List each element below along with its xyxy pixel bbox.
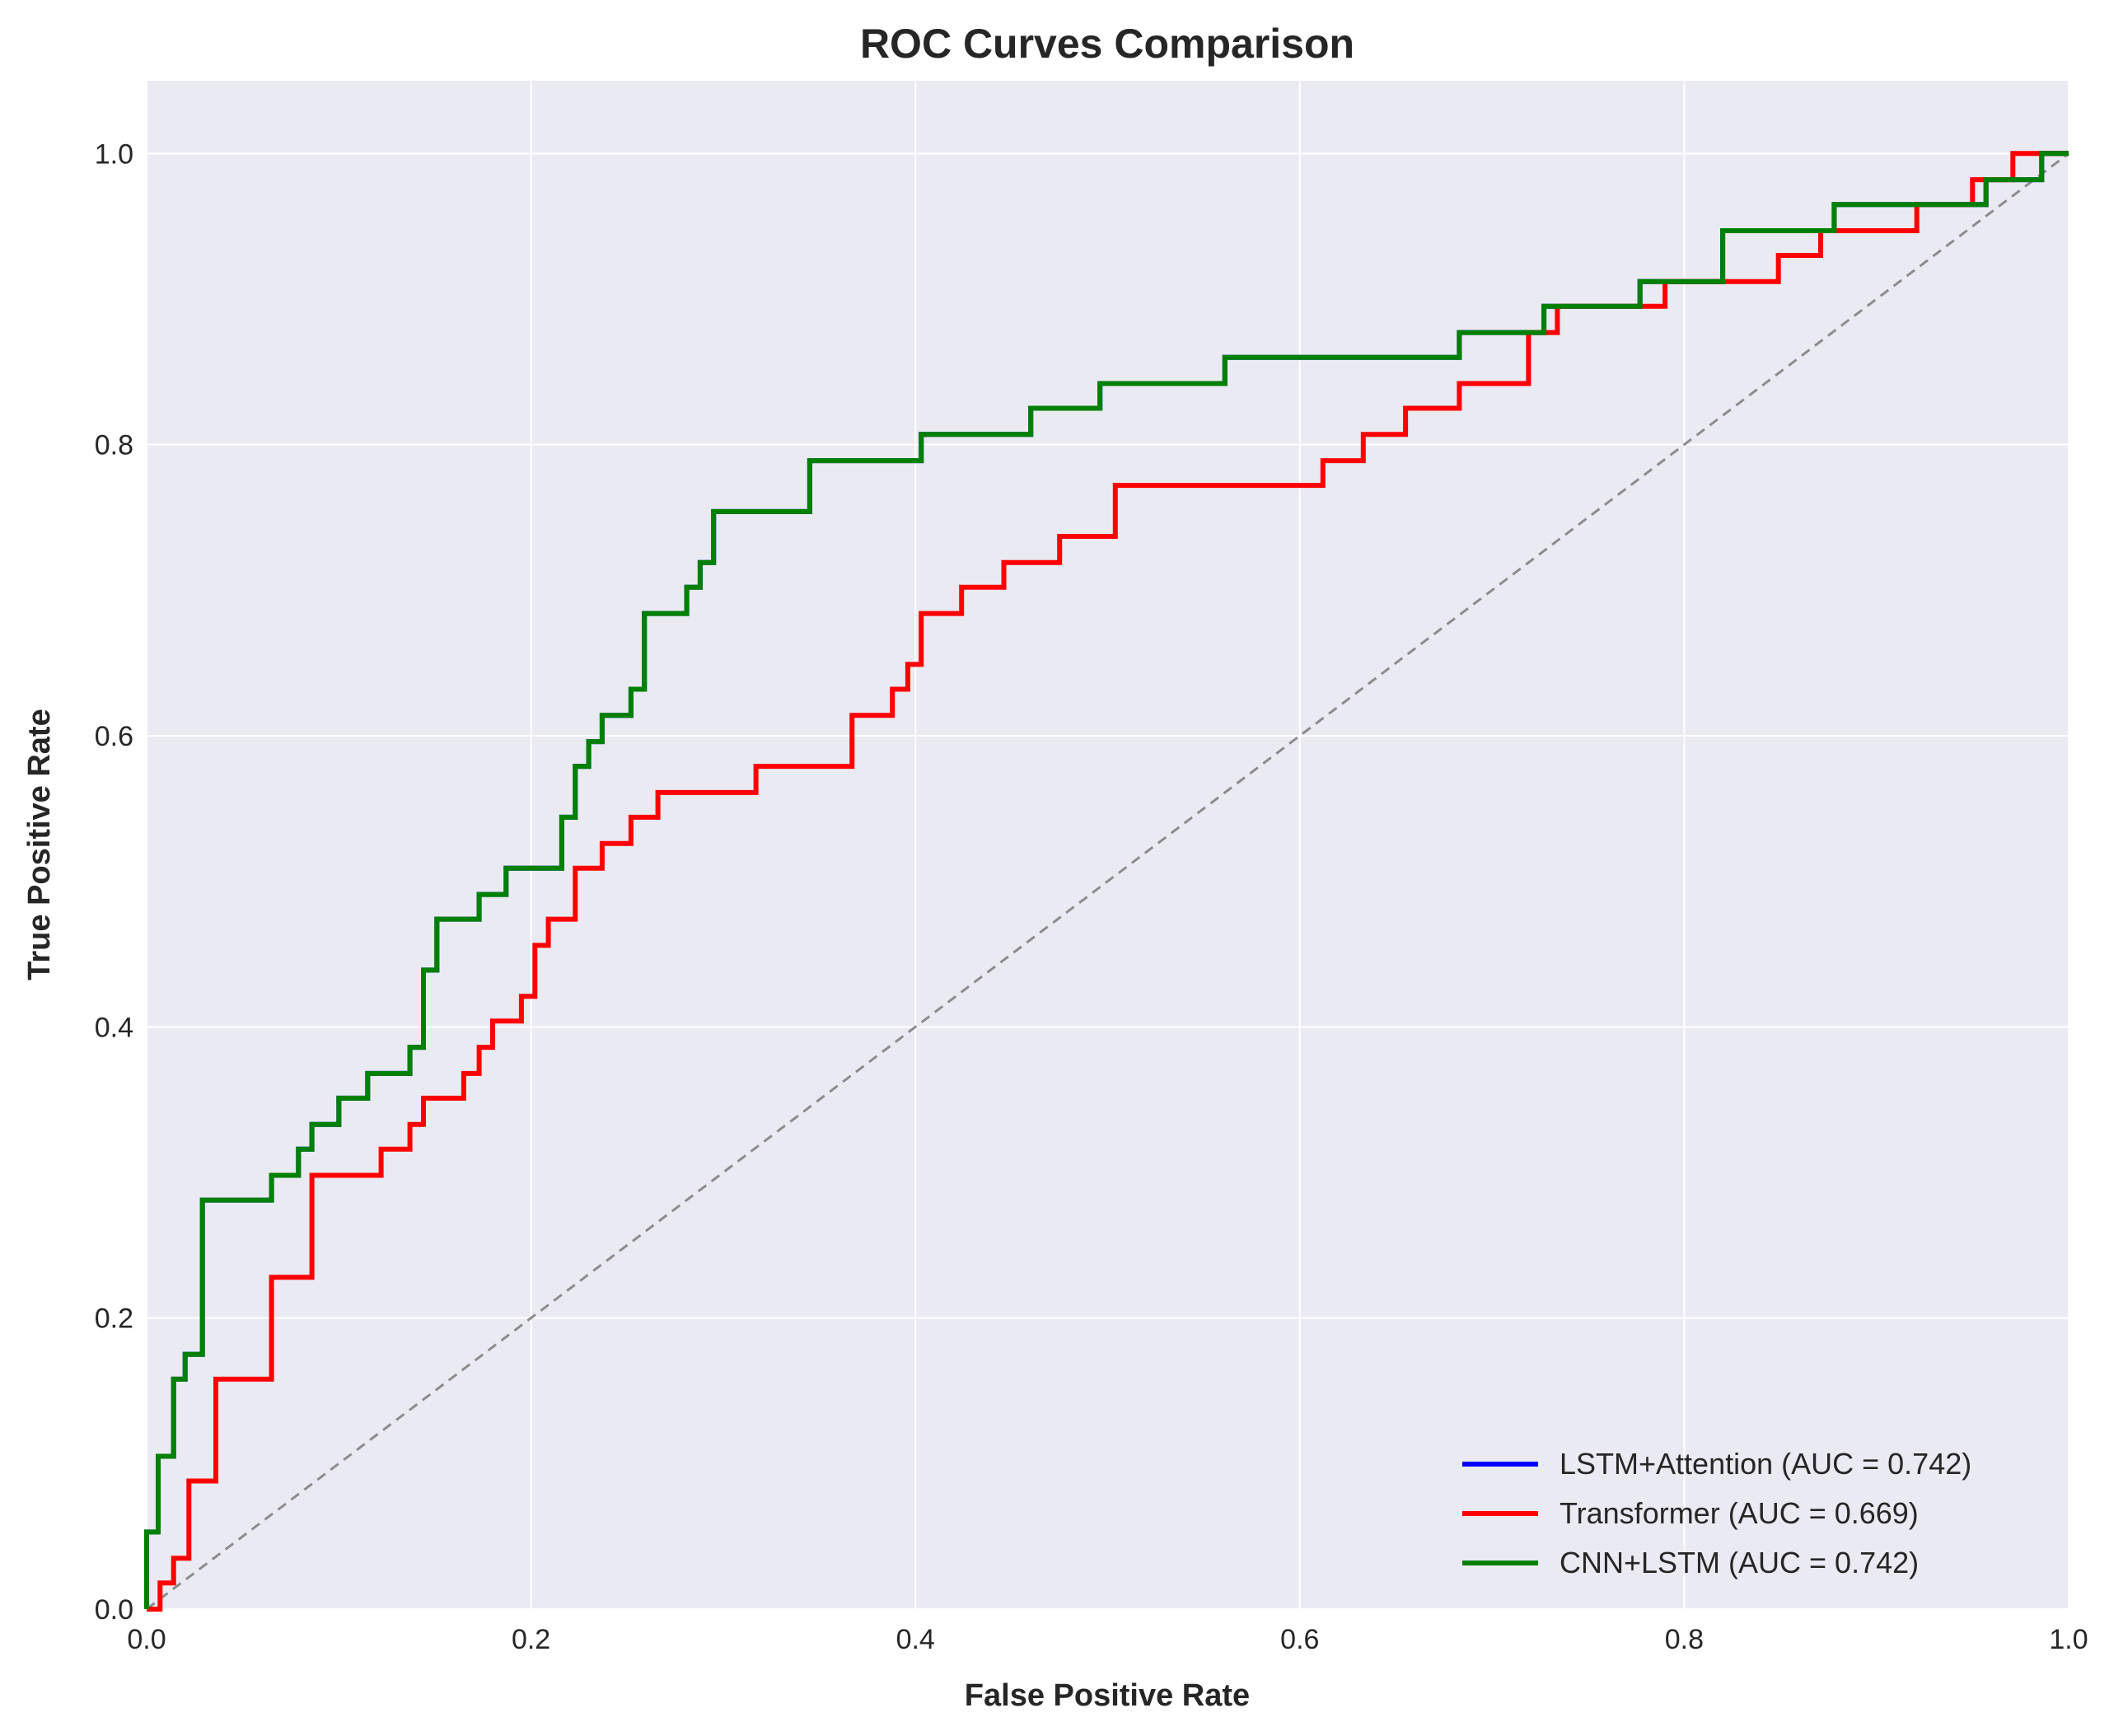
tick-labels: 0.0 0.2 0.4 0.6 0.8 1.0 0.0 0.2 0.4 0.6 0.8 1.0 — [95, 138, 2088, 1655]
series-lines — [144, 151, 2069, 1612]
x-tick-label: 0.0 — [127, 1624, 166, 1655]
x-axis-label: False Positive Rate — [965, 1678, 1250, 1713]
y-axis-label: True Positive Rate — [22, 709, 57, 980]
y-tick-label: 0.6 — [95, 721, 133, 752]
y-tick-label: 0.0 — [95, 1594, 133, 1626]
y-tick-label: 0.8 — [95, 430, 133, 461]
reference-diagonal — [146, 152, 2069, 1611]
legend-label: CNN+LSTM (AUC = 0.742) — [1560, 1546, 1919, 1579]
reference-diagonal-line — [146, 152, 2069, 1611]
y-tick-label: 0.4 — [95, 1012, 133, 1043]
chart-title: ROC Curves Comparison — [860, 21, 1354, 67]
x-tick-label: 0.6 — [1280, 1624, 1319, 1655]
x-tick-label: 0.8 — [1665, 1624, 1704, 1655]
series-line-2 — [144, 151, 2069, 1609]
legend-label: LSTM+Attention (AUC = 0.742) — [1560, 1447, 1971, 1481]
legend: LSTM+Attention (AUC = 0.742) Transformer … — [1462, 1447, 1971, 1579]
x-tick-label: 1.0 — [2049, 1624, 2088, 1655]
grid-lines — [146, 81, 2069, 1610]
x-tick-label: 0.4 — [896, 1624, 935, 1655]
y-tick-label: 1.0 — [95, 138, 133, 170]
y-tick-label: 0.2 — [95, 1303, 133, 1335]
legend-label: Transformer (AUC = 0.669) — [1560, 1496, 1919, 1530]
x-tick-label: 0.2 — [512, 1624, 550, 1655]
series-line-1 — [147, 151, 2069, 1612]
plot-area — [147, 81, 2069, 1609]
